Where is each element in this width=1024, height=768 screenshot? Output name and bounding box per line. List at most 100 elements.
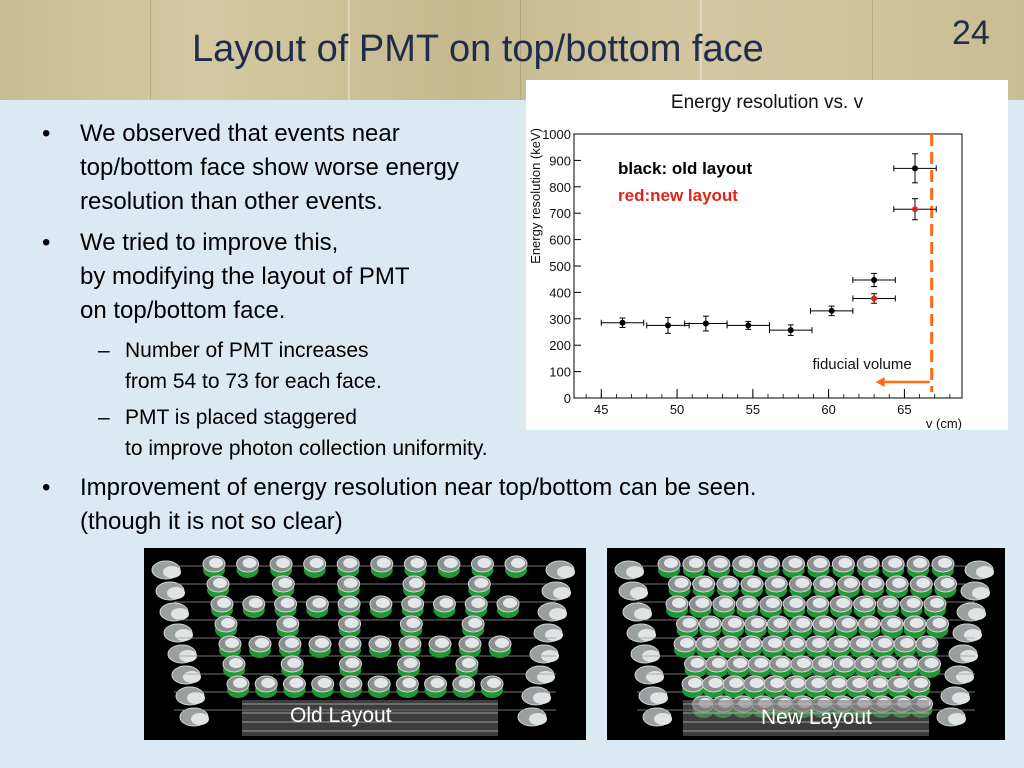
pmt-highlight [229, 658, 243, 668]
y-tick-label: 100 [549, 365, 571, 380]
pmt-highlight [770, 678, 785, 688]
pmt-highlight [872, 678, 887, 688]
pmt-highlight [309, 558, 324, 568]
bullet-text: Improvement of energy resolution near to… [80, 474, 757, 535]
pmt-highlight [255, 638, 269, 648]
legend-entry: black: old layout [618, 159, 752, 178]
pmt-highlight [690, 658, 705, 668]
pmt-highlight [718, 598, 733, 608]
data-point [619, 319, 626, 326]
pmt-highlight [839, 658, 854, 668]
pmt-highlight [345, 678, 360, 688]
pmt-highlight [812, 638, 826, 648]
pmt-highlight [790, 638, 804, 648]
pmt-highlight [688, 678, 702, 688]
side-pmt-highlight [533, 692, 551, 704]
side-pmt-highlight [537, 671, 555, 683]
side-pmt-highlight [964, 629, 982, 641]
side-pmt-highlight [968, 608, 986, 620]
pmt-highlight [285, 638, 299, 648]
pmt-highlight [888, 558, 903, 568]
pmt-highlight [913, 558, 928, 568]
pmt-highlight [688, 558, 703, 568]
pmt-highlight [818, 658, 833, 668]
y-tick-label: 900 [549, 153, 571, 168]
pmt-highlight [278, 578, 293, 588]
pmt-highlight [225, 638, 239, 648]
pmt-highlight [344, 598, 359, 608]
pmt-highlight [749, 678, 764, 688]
pmt-highlight [932, 618, 947, 628]
pmt-highlight [217, 598, 231, 608]
pmt-highlight [477, 558, 492, 568]
data-point [912, 165, 919, 172]
pmt-highlight [940, 578, 955, 588]
pmt-highlight [344, 618, 359, 628]
pmt-highlight [503, 598, 517, 608]
x-tick-label: 45 [594, 402, 608, 417]
y-tick-label: 300 [549, 312, 571, 327]
pmt-highlight [768, 638, 782, 648]
pmt-highlight [471, 598, 486, 608]
pmt-highlight [376, 558, 391, 568]
pmt-highlight [746, 638, 760, 648]
slide-title: Layout of PMT on top/bottom face [192, 28, 764, 70]
side-pmt-highlight [529, 713, 547, 725]
pmt-highlight [221, 618, 235, 628]
pmt-highlight [343, 578, 358, 588]
sub-bullet-text: Number of PMT increases from 54 to 73 fo… [125, 339, 382, 393]
x-tick-label: 65 [897, 402, 911, 417]
pmt-highlight [878, 638, 892, 648]
pmt-highlight [916, 578, 931, 588]
side-pmt-highlight [626, 566, 644, 578]
side-pmt-highlight [553, 587, 571, 599]
side-pmt-highlight [183, 671, 201, 683]
side-pmt-highlight [191, 713, 209, 725]
pmt-highlight [713, 558, 728, 568]
sub-bullet-marker: – [98, 339, 110, 362]
pmt-highlight [789, 598, 804, 608]
y-tick-label: 600 [549, 233, 571, 248]
pmt-highlight [402, 678, 417, 688]
pmt-highlight [796, 618, 811, 628]
legend-entry: red:new layout [618, 186, 738, 205]
pmt-highlight [680, 638, 694, 648]
data-point [871, 295, 878, 302]
y-tick-label: 200 [549, 338, 571, 353]
data-point [912, 206, 919, 213]
pmt-highlight [771, 578, 786, 588]
pmt-highlight [750, 618, 765, 628]
old-layout-image: Old Layout [144, 548, 586, 740]
pmt-highlight [838, 558, 853, 568]
pmt-highlight [698, 578, 713, 588]
pmt-highlight [893, 678, 908, 688]
pmt-highlight [465, 638, 479, 648]
x-tick-label: 50 [670, 402, 684, 417]
pmt-highlight [813, 558, 828, 568]
pmt-highlight [811, 678, 826, 688]
data-point [787, 327, 794, 334]
pmt-highlight [468, 618, 483, 628]
y-tick-label: 500 [549, 259, 571, 274]
pmt-highlight [754, 658, 769, 668]
pmt-highlight [209, 558, 223, 568]
data-point [871, 276, 878, 283]
pmt-highlight [724, 638, 738, 648]
data-point [702, 320, 709, 327]
side-pmt-highlight [175, 629, 193, 641]
pmt-highlight [909, 618, 924, 628]
pmt-highlight [702, 638, 716, 648]
pmt-highlight [938, 558, 952, 568]
sub-bullet-marker: – [98, 406, 110, 429]
side-pmt-highlight [549, 608, 567, 620]
pmt-highlight [836, 598, 851, 608]
pmt-highlight [930, 598, 944, 608]
pmt-highlight [287, 658, 302, 668]
pmt-highlight [883, 598, 898, 608]
pmt-highlight [795, 578, 810, 588]
fiducial-volume-label: fiducial volume [812, 356, 911, 373]
pmt-highlight [435, 638, 449, 648]
y-axis-label: Energy resolution (keV) [528, 128, 543, 264]
bullet-text: We observed that events near top/bottom … [80, 120, 459, 215]
label-strip [683, 700, 929, 736]
